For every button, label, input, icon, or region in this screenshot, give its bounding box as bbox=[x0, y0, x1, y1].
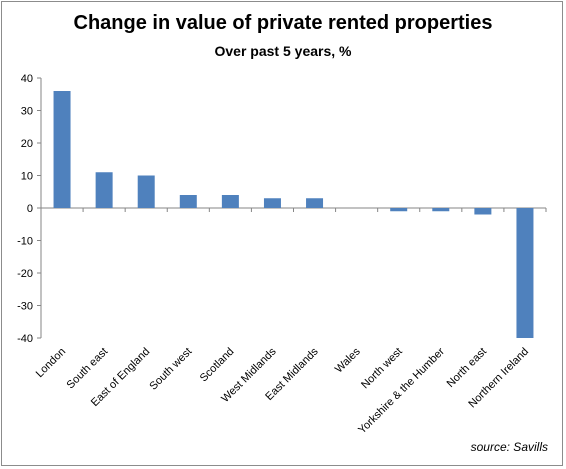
x-category-label: Yorkshire & the Humber bbox=[356, 345, 447, 436]
x-category-label: North east bbox=[445, 346, 489, 390]
bar-east-of-england bbox=[137, 175, 155, 208]
y-tick-label: -10 bbox=[17, 236, 33, 248]
y-tick-label: 10 bbox=[21, 171, 33, 183]
y-tick-label: 30 bbox=[21, 106, 33, 118]
x-category-label: South west bbox=[147, 346, 194, 393]
source-note: source: Savills bbox=[470, 440, 548, 454]
bar-yorkshire-the-humber bbox=[432, 208, 450, 212]
x-category-label: Wales bbox=[333, 345, 363, 375]
y-tick-label: -40 bbox=[17, 333, 33, 345]
x-category-label: South east bbox=[65, 346, 111, 392]
chart-subtitle: Over past 5 years, % bbox=[214, 43, 352, 59]
bar-east-midlands bbox=[306, 198, 324, 208]
x-category-label: London bbox=[34, 346, 68, 380]
x-category-label: North west bbox=[359, 346, 405, 392]
y-tick-label: -20 bbox=[17, 268, 33, 280]
bar-south-east bbox=[95, 172, 113, 208]
bar-london bbox=[53, 91, 71, 208]
y-tick-label: 20 bbox=[21, 138, 33, 150]
chart-title: Change in value of private rented proper… bbox=[73, 12, 493, 34]
x-category-label: Scotland bbox=[198, 346, 237, 385]
y-tick-label: 0 bbox=[27, 203, 33, 215]
axis-layer bbox=[37, 77, 547, 339]
bar-scotland bbox=[221, 195, 239, 208]
bar-south-west bbox=[179, 195, 197, 208]
y-tick-label: -30 bbox=[17, 301, 33, 313]
bar-northern-ireland bbox=[516, 208, 534, 338]
bar-west-midlands bbox=[263, 198, 281, 208]
bar-north-west bbox=[390, 208, 408, 212]
bar-layer bbox=[53, 91, 534, 338]
bar-north-east bbox=[474, 208, 492, 215]
y-tick-label: 40 bbox=[21, 73, 33, 85]
